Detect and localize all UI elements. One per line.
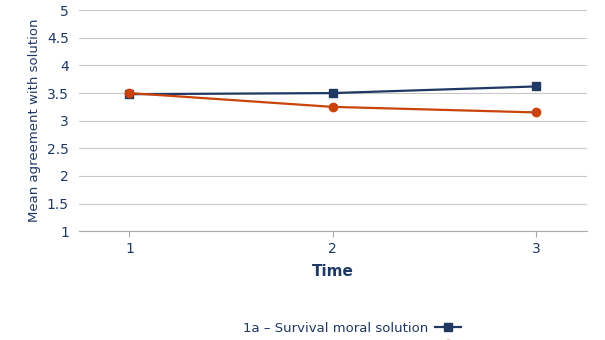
- Legend: 1a – Survival moral solution, 1b – Deontological moral solution: 1a – Survival moral solution, 1b – Deont…: [204, 322, 461, 340]
- X-axis label: Time: Time: [312, 264, 354, 279]
- Y-axis label: Mean agreement with solution: Mean agreement with solution: [28, 19, 41, 222]
